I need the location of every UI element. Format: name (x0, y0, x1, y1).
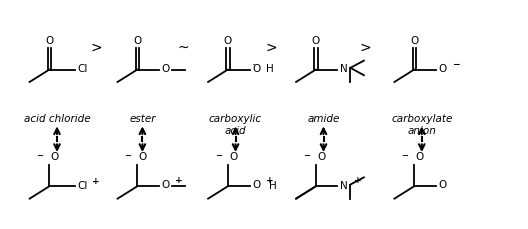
Text: −: − (303, 151, 310, 160)
Text: O: O (438, 180, 447, 191)
Text: ~: ~ (178, 40, 190, 54)
Text: O: O (133, 35, 142, 46)
Text: O: O (229, 152, 238, 162)
Text: O: O (317, 152, 326, 162)
Text: −: − (215, 151, 222, 160)
Text: +: + (175, 176, 183, 185)
Text: H: H (266, 64, 274, 74)
Text: O: O (410, 35, 418, 46)
Text: O: O (312, 35, 320, 46)
Text: >: > (359, 40, 371, 54)
Text: O: O (252, 64, 260, 74)
Text: H: H (269, 181, 277, 191)
Text: +: + (354, 176, 361, 185)
Text: Cl: Cl (78, 181, 88, 191)
Text: +: + (266, 176, 273, 185)
Text: −: − (401, 151, 408, 160)
Text: O: O (45, 35, 53, 46)
Text: ester: ester (129, 114, 156, 125)
Text: N: N (340, 181, 348, 191)
Text: O: O (51, 152, 59, 162)
Text: −: − (36, 151, 43, 160)
Text: carboxylate
anion: carboxylate anion (391, 114, 452, 136)
Text: N: N (340, 64, 348, 74)
Text: +: + (92, 177, 100, 186)
Text: >: > (266, 40, 278, 54)
Text: >: > (90, 40, 102, 54)
Text: O: O (224, 35, 232, 46)
Text: O: O (139, 152, 147, 162)
Text: acid chloride: acid chloride (24, 114, 90, 125)
Text: O: O (416, 152, 424, 162)
Text: Cl: Cl (78, 64, 88, 74)
Text: ·: · (252, 59, 256, 72)
Text: O: O (162, 180, 170, 191)
Text: amide: amide (307, 114, 340, 125)
Text: −: − (125, 151, 131, 160)
Text: −: − (452, 60, 459, 68)
Text: O: O (252, 180, 260, 191)
Text: O: O (162, 64, 170, 74)
Text: carboxylic
acid: carboxylic acid (209, 114, 262, 136)
Text: O: O (438, 64, 447, 74)
